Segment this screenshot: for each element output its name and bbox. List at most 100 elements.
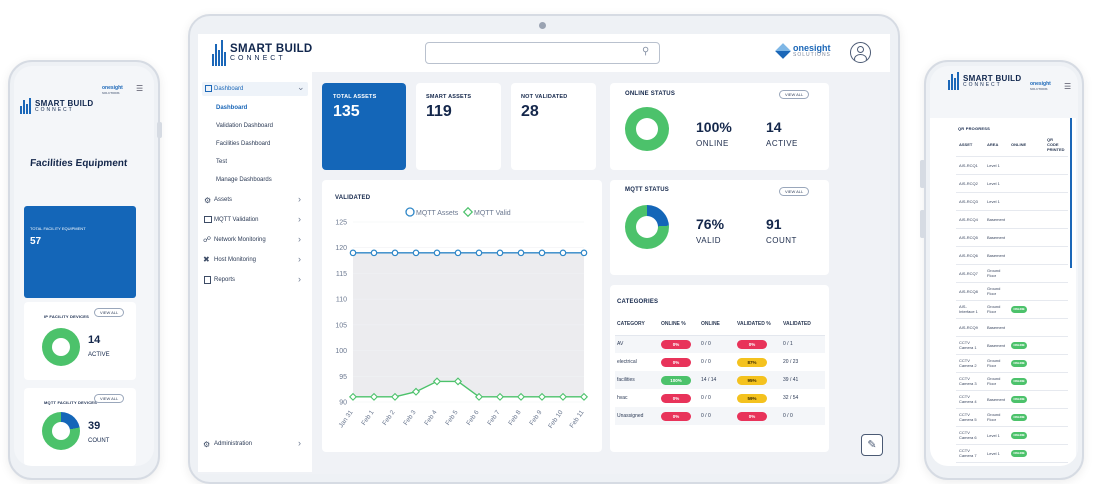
qr-asset: CCTV Camera 5	[956, 408, 984, 427]
point-mqtt-assets	[496, 249, 504, 257]
mqtt-chevron-icon[interactable]: ›	[298, 214, 301, 224]
qr-asset: AIS-Interface 1	[956, 300, 984, 319]
qr-area: Level 1	[984, 156, 1009, 175]
category-name: AV	[617, 341, 624, 348]
mqtt-view-all-button[interactable]: VIEW ALL	[779, 187, 810, 196]
sidebar-sub-dashboard[interactable]: Dashboard	[216, 105, 248, 111]
category-row: electrical 0% 0 / 0 87% 20 / 23	[615, 353, 825, 371]
point-mqtt-assets	[580, 249, 588, 257]
qr-row: AIS-RCQ6 Basement	[956, 246, 1068, 265]
category-name: facilities	[617, 377, 635, 383]
point-mqtt-valid	[348, 392, 358, 401]
sidebar-sub-test[interactable]: Test	[216, 159, 228, 165]
cat-col-validated: VALIDATED	[783, 320, 811, 327]
qr-area: Ground Floor	[984, 264, 1009, 283]
x-tick-label: Feb 6	[465, 409, 480, 427]
search-icon[interactable]: ⚲	[642, 46, 650, 57]
qr-row: CCTV Camera 5 Ground Floor ONLINE	[956, 408, 1068, 427]
sidebar-item-assets[interactable]: Assets	[214, 197, 233, 203]
validated-value: 0 / 1	[783, 341, 793, 348]
reports-chevron-icon[interactable]: ›	[298, 274, 301, 284]
smart-assets-card[interactable]: SMART ASSETS 119	[416, 83, 501, 170]
x-tick-label: Jan 31	[338, 409, 355, 429]
category-row: Unassigned 0% 0 / 0 0% 0 / 0	[615, 407, 825, 425]
sidebar-dashboard-group[interactable]	[202, 82, 308, 96]
sidebar-item-administration[interactable]: Administration	[214, 441, 253, 447]
partner-cube-icon	[775, 43, 791, 59]
validated-pct-pill: 0%	[737, 339, 767, 349]
online-badge: ONLINE	[1011, 341, 1028, 349]
right-phone-menu-icon[interactable]: ☰	[1064, 82, 1072, 91]
sidebar-sub-manage[interactable]: Manage Dashboards	[216, 177, 272, 183]
point-mqtt-valid	[516, 392, 526, 401]
search-box[interactable]: ⚲	[425, 42, 660, 64]
online-view-all-button[interactable]: VIEW ALL	[779, 90, 810, 99]
sidebar-item-mqtt-validation[interactable]: MQTT Validation	[214, 217, 259, 223]
chart-title: VALIDATED	[335, 195, 371, 201]
qr-asset: AIS-RCQ9	[956, 318, 984, 337]
network-chevron-icon[interactable]: ›	[298, 234, 301, 244]
sidebar-item-reports[interactable]: Reports	[214, 277, 236, 283]
left-phone-logo: SMART BUILD CONNECT	[20, 98, 93, 114]
point-mqtt-assets	[349, 249, 357, 257]
user-avatar-icon[interactable]	[850, 42, 871, 63]
total-assets-card[interactable]: TOTAL ASSETS 135	[322, 83, 406, 170]
not-validated-card[interactable]: NOT VALIDATED 28	[511, 83, 596, 170]
qr-row: AIS-RCQ3 Level 1	[956, 192, 1068, 211]
point-mqtt-assets	[538, 249, 546, 257]
search-input[interactable]	[430, 45, 630, 64]
mqtt-donut	[625, 205, 669, 249]
point-mqtt-assets	[475, 249, 483, 257]
x-tick-label: Feb 11	[569, 409, 586, 430]
sidebar-item-dashboard[interactable]: Dashboard	[214, 86, 244, 92]
left-phone-menu-icon[interactable]: ☰	[136, 84, 144, 93]
x-tick-label: Feb 2	[381, 409, 396, 427]
right-table-scrollbar[interactable]	[1070, 118, 1072, 268]
qr-row: CCTV Camera 7 Level 1 ONLINE	[956, 444, 1068, 463]
sidebar-sub-facilities[interactable]: Facilities Dashboard	[216, 141, 271, 147]
qr-area: Ground Floor	[984, 300, 1009, 319]
online-count: 14	[766, 119, 782, 135]
qr-area: Level 1	[984, 444, 1009, 463]
online-pct-pill: 0%	[661, 393, 691, 403]
qr-asset: CCTV Camera 7	[956, 444, 984, 463]
qr-row: CCTV Camera 4 Basement ONLINE	[956, 390, 1068, 409]
qr-row: CCTV Camera 3 Ground Floor ONLINE	[956, 372, 1068, 391]
online-pct-label: ONLINE	[696, 139, 729, 148]
sidebar-item-network-monitoring[interactable]: Network Monitoring	[214, 237, 266, 243]
right-phone-table-card: QR PROGRESS ASSET AREA ONLINE QR CODE PR…	[930, 118, 1076, 466]
dashboard-icon	[205, 85, 212, 92]
validated-value: 0 / 0	[783, 413, 793, 419]
online-badge: ONLINE	[1011, 449, 1028, 457]
qr-row: CCTV Camera 6 Level 1 ONLINE	[956, 426, 1068, 445]
host-chevron-icon[interactable]: ›	[298, 254, 301, 264]
left-mqtt-view-all[interactable]: VIEW ALL	[94, 394, 125, 403]
x-tick-label: Feb 5	[444, 409, 459, 427]
mqtt-validation-icon	[204, 216, 212, 223]
left-phone-side-button	[157, 122, 162, 138]
right-phone-side-button-2	[920, 210, 925, 238]
right-phone-side-button-1	[920, 160, 925, 188]
point-mqtt-valid	[579, 392, 589, 401]
edit-icon[interactable]: ✎	[861, 434, 883, 456]
x-tick-label: Feb 9	[528, 409, 543, 427]
left-ip-view-all[interactable]: VIEW ALL	[94, 308, 125, 317]
qr-asset: AIS-RCQ3	[956, 192, 984, 211]
qr-area: Level 1	[984, 192, 1009, 211]
online-pct: 100%	[696, 119, 732, 135]
mqtt-count-label: COUNT	[766, 236, 797, 245]
qr-area: Ground Floor	[984, 408, 1009, 427]
x-tick-label: Feb 3	[402, 409, 417, 427]
qr-row: AIS-RCQ8 Ground Floor	[956, 282, 1068, 301]
chevron-down-icon[interactable]: ⌄	[297, 82, 305, 92]
assets-icon: ⚙	[204, 196, 212, 205]
x-tick-label: Feb 8	[507, 409, 522, 427]
admin-chevron-icon[interactable]: ›	[298, 438, 301, 448]
online-value: 0 / 0	[701, 341, 711, 348]
cat-col-validated-pct: VALIDATED %	[737, 320, 771, 327]
reports-icon	[204, 276, 211, 284]
sidebar-item-host-monitoring[interactable]: Host Monitoring	[214, 257, 257, 263]
assets-chevron-icon[interactable]: ›	[298, 194, 301, 204]
sidebar-sub-validation[interactable]: Validation Dashboard	[216, 123, 273, 129]
